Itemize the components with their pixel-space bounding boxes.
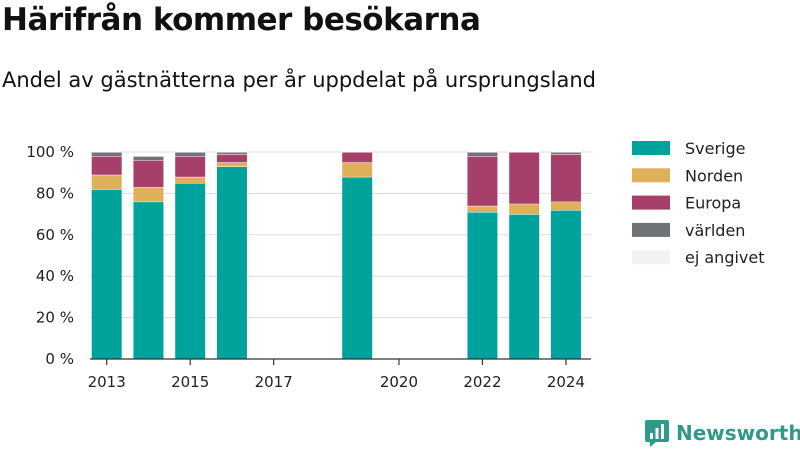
- y-tick-label: 60 %: [36, 226, 74, 244]
- brand-logo: Newsworthy: [644, 418, 800, 448]
- bar-segment: [133, 201, 164, 359]
- bar-segment: [509, 214, 540, 359]
- legend-label: Norden: [685, 166, 743, 185]
- bar-segment: [467, 156, 498, 206]
- bar-segment: [133, 156, 164, 161]
- legend-swatch: [632, 168, 670, 183]
- legend-swatch: [632, 141, 670, 155]
- x-tick-label: 2017: [255, 373, 293, 391]
- bar-segment: [342, 176, 373, 359]
- bar-segment: [216, 152, 247, 155]
- bar-segment: [133, 187, 164, 202]
- bar-segment: [91, 189, 122, 359]
- bar-segment: [216, 154, 247, 163]
- legend-label: Europa: [685, 194, 741, 213]
- legend-label: Sverige: [685, 139, 746, 158]
- legend-swatch: [632, 195, 670, 210]
- y-tick-label: 20 %: [36, 309, 74, 327]
- legend-swatch: [632, 250, 670, 265]
- page-title: Härifrån kommer besökarna: [2, 2, 481, 38]
- newsworthy-logo-icon: [645, 420, 669, 447]
- x-tick-label: 2015: [171, 373, 209, 391]
- bar-segment: [175, 176, 206, 184]
- bar-segment: [175, 156, 206, 177]
- bar-segment: [91, 152, 122, 157]
- brand-name: Newsworthy: [676, 421, 800, 445]
- bar-segment: [509, 152, 540, 204]
- y-tick-label: 0 %: [45, 350, 74, 368]
- legend-swatch: [632, 222, 670, 237]
- y-tick-label: 100 %: [26, 143, 74, 161]
- bar-segment: [216, 162, 247, 167]
- y-tick-label: 80 %: [36, 184, 74, 202]
- x-tick-label: 2024: [547, 373, 585, 391]
- y-tick-label: 40 %: [36, 267, 74, 285]
- x-tick-label: 2020: [380, 373, 418, 391]
- bar-segment: [342, 162, 373, 177]
- bar-segment: [550, 154, 581, 202]
- page-subtitle: Andel av gästnätterna per år uppdelat på…: [2, 68, 596, 92]
- legend-label: ej angivet: [685, 248, 765, 267]
- bar-segment: [550, 152, 581, 155]
- bar-segment: [550, 209, 581, 359]
- bar-segment: [91, 156, 122, 175]
- bar-segment: [467, 212, 498, 359]
- bar-segment: [91, 174, 122, 190]
- bar-segment: [133, 160, 164, 188]
- bar-segment: [467, 152, 498, 157]
- bar-segment: [467, 205, 498, 213]
- bar-segment: [175, 152, 206, 157]
- legend-label: världen: [685, 221, 745, 240]
- bar-segment: [216, 166, 247, 359]
- bar-segment: [175, 183, 206, 359]
- bar-segment: [550, 201, 581, 210]
- x-tick-label: 2013: [88, 373, 126, 391]
- bar-segment: [509, 203, 540, 215]
- bar-segment: [342, 152, 373, 163]
- x-tick-label: 2022: [463, 373, 501, 391]
